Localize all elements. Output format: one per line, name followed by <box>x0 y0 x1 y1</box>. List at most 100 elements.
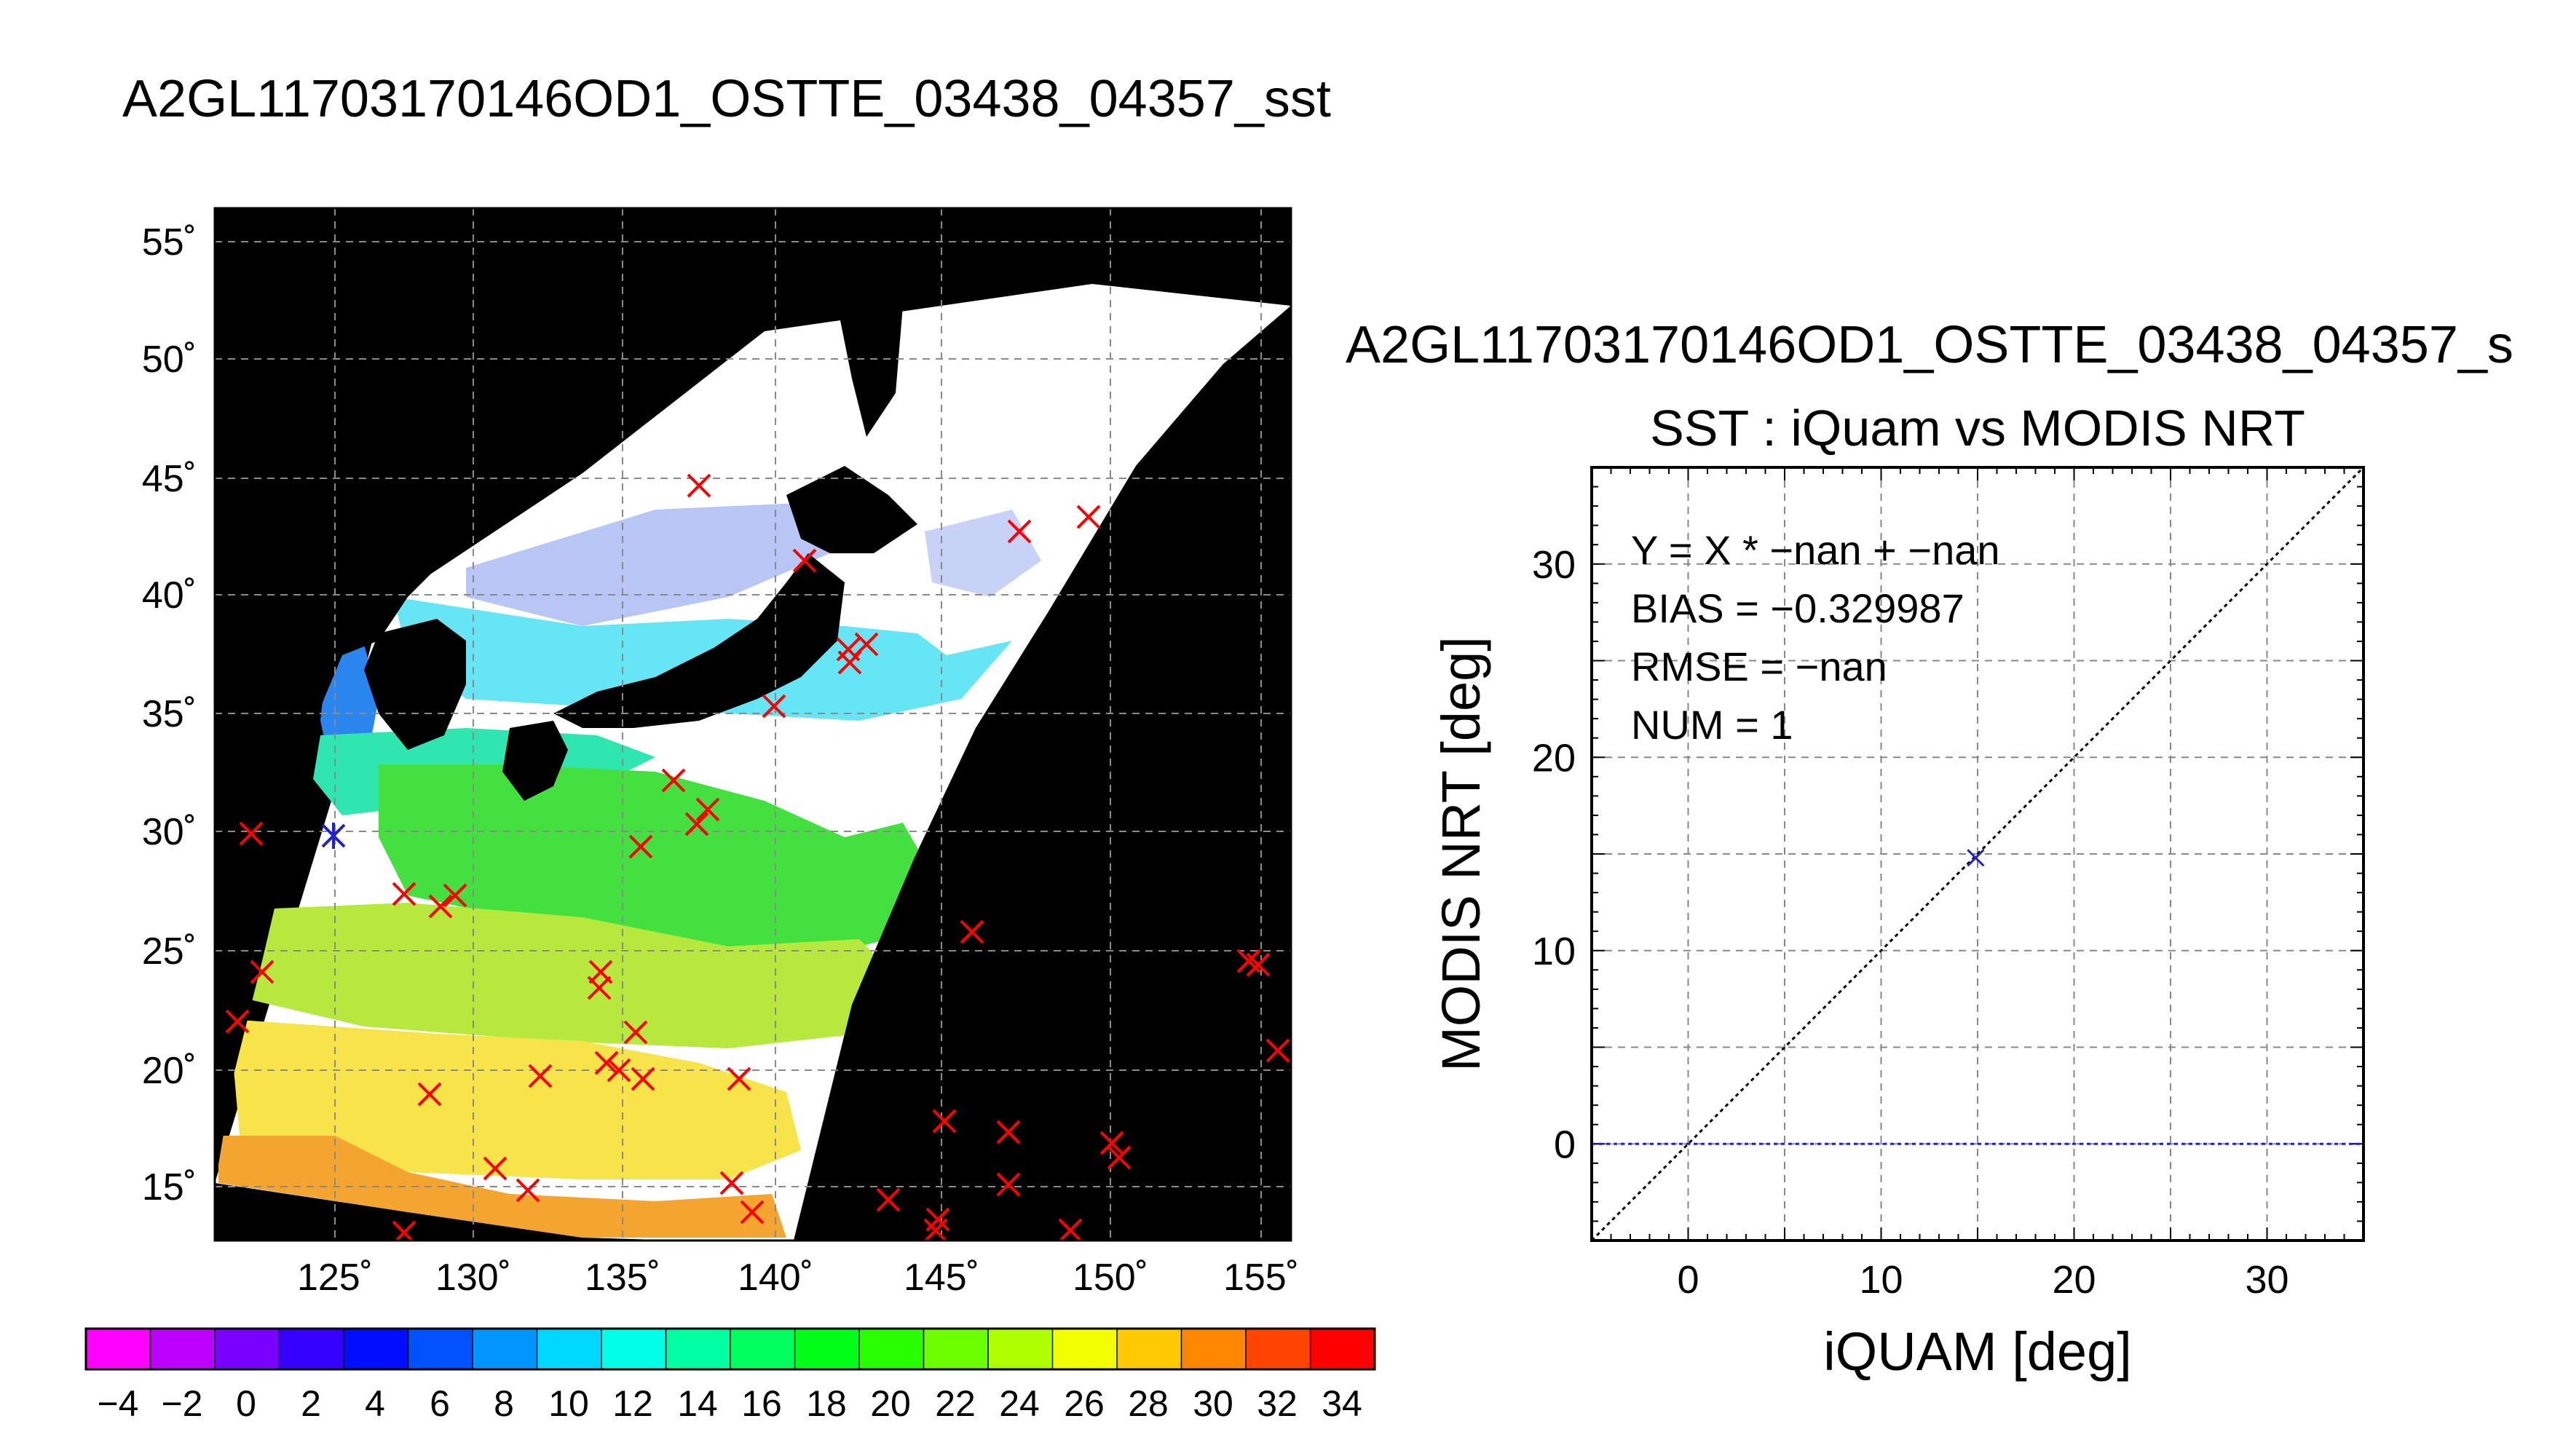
station-marker <box>250 960 275 984</box>
station-marker <box>1058 1218 1083 1241</box>
station-marker <box>661 768 686 793</box>
station-marker <box>727 1067 751 1091</box>
station-marker <box>239 821 264 846</box>
lat-tick-label: 25˚ <box>142 930 197 973</box>
sst-field-orange <box>218 1136 786 1238</box>
station-marker <box>1246 952 1271 977</box>
y-tick-label: 0 <box>1554 1123 1576 1166</box>
land-south-china <box>215 728 313 1165</box>
y-tick-label: 20 <box>1532 736 1576 780</box>
land-hokkaido <box>786 466 917 553</box>
land-sakhalin <box>837 218 903 437</box>
colorbar-tick-label: 18 <box>806 1383 847 1424</box>
colorbar-tick-label: 30 <box>1193 1383 1233 1424</box>
x-tick-label: 10 <box>1859 1258 1903 1302</box>
sst-map <box>215 208 1291 1241</box>
matched-station-marker <box>321 823 346 849</box>
colorbar-cell <box>150 1329 216 1369</box>
station-marker <box>923 1218 948 1241</box>
stats-block: Y = X * −nan + −nan BIAS = −0.329987 RMS… <box>1631 527 2000 748</box>
lat-tick-label: 45˚ <box>142 458 197 500</box>
scatter-title: SST : iQuam vs MODIS NRT <box>1650 400 2305 456</box>
station-marker <box>1007 519 1032 544</box>
land-outer-space <box>794 306 1291 1241</box>
colorbar-cell <box>408 1329 473 1369</box>
land-continent <box>215 208 1291 728</box>
station-marker <box>1099 1131 1124 1155</box>
station-marker <box>631 1067 655 1091</box>
colorbar-cell <box>1181 1329 1247 1369</box>
station-marker <box>594 1051 619 1075</box>
colorbar-tick-labels: −4 −2 0 2 4 6 8 10 12 14 16 18 20 22 24 … <box>97 1383 1362 1424</box>
sst-field-okhotsk <box>925 510 1041 597</box>
colorbar-tick-label: 26 <box>1064 1383 1105 1424</box>
scatter-points <box>1967 849 1985 867</box>
colorbar-cell <box>923 1329 989 1369</box>
lon-tick-label: 145˚ <box>904 1257 979 1299</box>
map-title: A2GL11703170146OD1_OSTTE_03438_04357_sst <box>122 70 1331 128</box>
station-marker <box>854 632 879 657</box>
lon-tick-labels: 125˚ 130˚ 135˚ 140˚ 145˚ 150˚ 155˚ <box>297 1257 1299 1299</box>
station-marker <box>428 894 453 919</box>
stats-line: BIAS = −0.329987 <box>1631 585 1964 631</box>
station-marker <box>996 1120 1021 1144</box>
colorbar-tick-label: 10 <box>548 1383 589 1424</box>
colorbar-tick-label: 2 <box>301 1383 321 1424</box>
lat-tick-label: 55˚ <box>142 221 197 264</box>
station-marker <box>740 1200 765 1224</box>
station-marker <box>516 1178 540 1203</box>
colorbar-tick-label: −4 <box>97 1383 138 1424</box>
lon-tick-label: 135˚ <box>585 1257 660 1299</box>
colorbar-cell <box>279 1329 344 1369</box>
colorbar-cell <box>473 1329 537 1369</box>
land-honshu <box>553 553 845 728</box>
colorbar-tick-label: 32 <box>1257 1383 1298 1424</box>
colorbar-tick-label: −2 <box>161 1383 202 1424</box>
colorbar-cell <box>666 1329 731 1369</box>
colorbar-cell <box>794 1329 860 1369</box>
land-korea <box>364 619 466 750</box>
scatter-frame <box>1590 466 2365 1242</box>
colorbar-tick-label: 16 <box>741 1383 782 1424</box>
scatter-plot: 0 10 20 30 0 10 20 30 <box>1532 466 2365 1302</box>
colorbar-tick-label: 8 <box>494 1383 514 1424</box>
map-frame <box>213 207 1292 1242</box>
lat-tick-label: 15˚ <box>142 1166 197 1208</box>
colorbar-cell <box>86 1329 151 1369</box>
station-marker <box>443 883 467 908</box>
x-axis-label: iQUAM [deg] <box>1823 1321 2132 1382</box>
lat-tick-label: 20˚ <box>142 1050 197 1092</box>
lon-tick-label: 150˚ <box>1073 1257 1148 1299</box>
station-marker <box>695 797 720 822</box>
stats-line: NUM = 1 <box>1631 702 1793 748</box>
lat-tick-label: 30˚ <box>142 811 197 853</box>
colorbar-cells <box>86 1329 1375 1369</box>
y-axis-label: MODIS NRT [deg] <box>1431 636 1491 1072</box>
colorbar-cell <box>1052 1329 1118 1369</box>
stats-line: Y = X * −nan + −nan <box>1631 527 2000 573</box>
station-marker <box>996 1172 1021 1197</box>
lon-tick-label: 125˚ <box>297 1257 373 1299</box>
land-kyushu <box>502 721 568 801</box>
data-point <box>1967 849 1985 867</box>
station-marker <box>1076 505 1101 529</box>
x-tick-label: 30 <box>2245 1258 2289 1302</box>
station-marker <box>719 1171 744 1195</box>
station-marker <box>483 1156 508 1181</box>
scatter-figure-title: A2GL11703170146OD1_OSTTE_03438_04357_s <box>1346 316 2513 374</box>
station-marker <box>392 882 416 906</box>
colorbar-tick-label: 28 <box>1128 1383 1169 1424</box>
station-marker <box>684 812 709 836</box>
colorbar-tick-label: 6 <box>430 1383 450 1424</box>
colorbar-cell <box>344 1329 408 1369</box>
colorbar-cell <box>1310 1329 1375 1369</box>
station-marker <box>607 1058 631 1083</box>
station-marker <box>587 976 612 1000</box>
colorbar-cell <box>537 1329 602 1369</box>
stats-line: RMSE = −nan <box>1631 644 1887 689</box>
station-markers <box>225 473 1290 1241</box>
colorbar-tick-label: 4 <box>365 1383 385 1424</box>
station-marker <box>628 834 653 859</box>
colorbar-cell <box>1117 1329 1182 1369</box>
colorbar: −4 −2 0 2 4 6 8 10 12 14 16 18 20 22 24 … <box>84 1327 1376 1424</box>
